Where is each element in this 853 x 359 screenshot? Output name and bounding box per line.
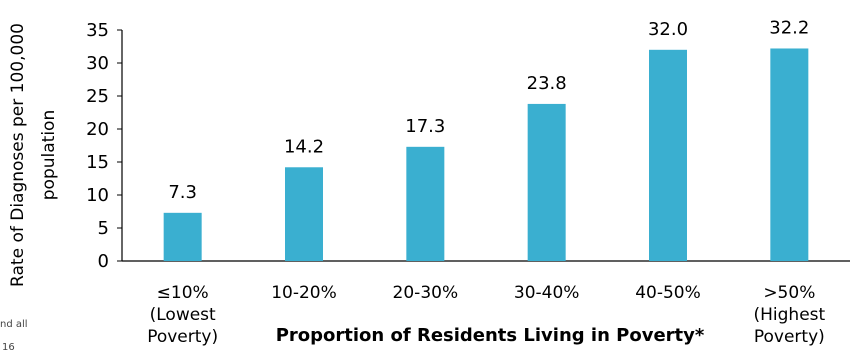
x-category-label: Poverty) <box>147 327 218 347</box>
x-category-label: (Highest <box>753 305 825 325</box>
bar <box>406 146 445 261</box>
y-tick-label: 35 <box>86 20 109 41</box>
footnote-fragment-2: 16 <box>2 342 15 353</box>
y-tick-label: 20 <box>86 119 109 140</box>
y-tick-label: 25 <box>86 86 109 107</box>
y-tick-label: 10 <box>86 185 109 206</box>
x-category-label: >50% <box>763 283 815 303</box>
x-category-label: 30-40% <box>514 283 580 303</box>
data-label: 7.3 <box>168 182 197 203</box>
y-axis-title-line-1: Rate of Diagnoses per 100,000 <box>8 23 28 287</box>
bar <box>163 212 202 261</box>
y-tick-label: 0 <box>98 251 109 272</box>
x-category-label: (Lowest <box>150 305 216 325</box>
bar <box>527 103 566 261</box>
data-label: 32.2 <box>769 17 809 38</box>
footnote-fragment-1: nd all <box>0 319 28 330</box>
y-axis-title-line-2: population <box>39 110 59 200</box>
x-axis-title: Proportion of Residents Living in Povert… <box>276 325 705 346</box>
y-tick-label: 30 <box>86 53 109 74</box>
x-category-label: ≤10% <box>157 283 209 303</box>
bar <box>285 167 323 261</box>
x-category-label: 10-20% <box>271 283 337 303</box>
bars <box>163 48 809 262</box>
x-category-label: 20-30% <box>393 283 459 303</box>
data-label: 14.2 <box>284 136 324 157</box>
data-label: 32.0 <box>648 19 688 40</box>
data-labels: 7.3 14.2 17.3 23.8 32.0 32.2 <box>168 17 809 202</box>
y-tick-label: 5 <box>98 218 109 239</box>
x-category-label: 40-50% <box>635 283 701 303</box>
y-axis-title: Rate of Diagnoses per 100,000 population <box>8 23 59 287</box>
bar <box>770 48 809 262</box>
y-tick-label: 15 <box>86 152 109 173</box>
bar <box>649 49 687 261</box>
y-axis-ticks: 0 5 10 15 20 25 30 35 <box>86 20 122 272</box>
x-category-label: Poverty) <box>754 327 825 347</box>
data-label: 23.8 <box>527 73 567 94</box>
data-label: 17.3 <box>405 116 445 137</box>
